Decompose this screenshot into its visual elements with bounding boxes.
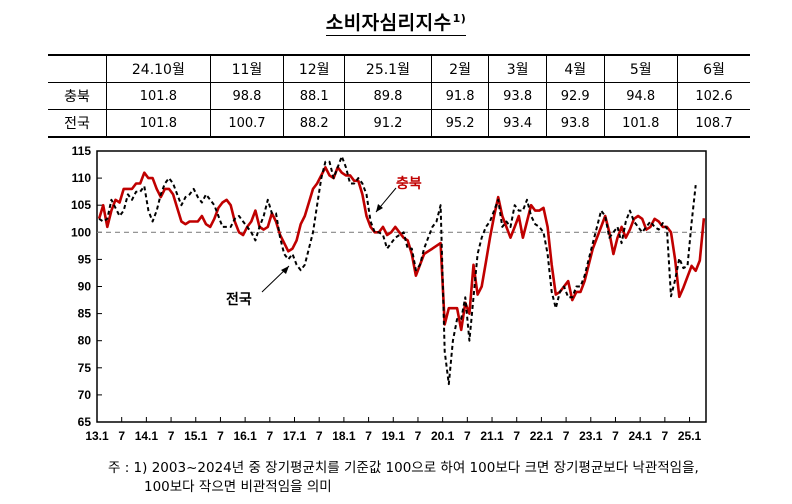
table-cell: 95.2	[430, 109, 490, 138]
x-tick-label: 7	[464, 429, 471, 443]
table-cell: 89.8	[344, 82, 432, 110]
annotation-chungbuk-label: 충북	[396, 176, 422, 192]
table-cell: 92.9	[545, 82, 605, 110]
x-tick-label: 7	[316, 429, 323, 443]
title-footnote-mark: 1)	[452, 11, 467, 25]
chart-title: 소비자심리지수1)	[0, 8, 792, 36]
table-cell: 101.8	[106, 109, 211, 138]
x-tick-label: 7	[662, 429, 669, 443]
table-cell: 93.4	[488, 109, 547, 138]
chart-title-text: 소비자심리지수1)	[325, 11, 467, 36]
x-tick-label: 7	[563, 429, 570, 443]
table-header-cell: 6월	[676, 54, 750, 83]
table-cell: 91.2	[344, 109, 432, 138]
series-chungbuk-line	[97, 165, 706, 332]
x-tick-label: 7	[415, 429, 422, 443]
table-cell: 88.2	[283, 109, 346, 138]
y-tick-label: 100	[71, 225, 91, 239]
table-row-label: 충북	[48, 82, 107, 110]
table-header-cell: 24.10월	[106, 54, 211, 83]
table-cell: 101.8	[603, 109, 678, 138]
x-tick-label: 7	[266, 429, 273, 443]
x-tick-label: 18.1	[332, 429, 356, 443]
y-tick-label: 105	[71, 198, 91, 212]
table-cell: 88.1	[283, 82, 346, 110]
x-tick-label: 7	[217, 429, 224, 443]
x-tick-label: 7	[612, 429, 619, 443]
footnote-prefix: 주 : 1)	[108, 460, 148, 476]
table-header-cell: 4월	[545, 54, 605, 83]
x-tick-label: 7	[168, 429, 175, 443]
footnote: 주 : 1) 2003~2024년 중 장기평균치를 기준값 100으로 하여 …	[108, 459, 699, 497]
table-header-cell: 3월	[488, 54, 547, 83]
table-header-row: 24.10월 11월 12월 25.1월 2월 3월 4월 5월 6월	[48, 54, 750, 83]
x-tick-label: 24.1	[628, 429, 652, 443]
footnote-text-2: 100보다 작으면 비관적임을 의미	[144, 479, 332, 495]
table-header-cell: 5월	[603, 54, 678, 83]
series-national-line	[98, 155, 697, 386]
y-tick-label: 90	[78, 280, 92, 294]
table-row-label: 전국	[48, 109, 107, 138]
x-tick-label: 22.1	[530, 429, 554, 443]
footnote-line-2: 100보다 작으면 비관적임을 의미	[108, 478, 699, 497]
x-tick-label: 14.1	[135, 429, 159, 443]
table-cell: 94.8	[603, 82, 678, 110]
table-cell: 98.8	[209, 82, 285, 110]
x-tick-label: 20.1	[431, 429, 455, 443]
y-tick-label: 95	[78, 252, 92, 266]
annotation-national-arrowhead	[281, 266, 289, 274]
x-tick-label: 23.1	[579, 429, 603, 443]
footnote-line-1: 주 : 1) 2003~2024년 중 장기평균치를 기준값 100으로 하여 …	[108, 459, 699, 478]
y-tick-label: 75	[78, 361, 92, 375]
x-tick-label: 7	[513, 429, 520, 443]
y-tick-label: 115	[72, 144, 92, 158]
y-tick-label: 85	[78, 307, 92, 321]
table-header-cell: 11월	[209, 54, 285, 83]
x-tick-label: 7	[365, 429, 372, 443]
y-tick-label: 65	[78, 415, 92, 429]
y-tick-label: 110	[72, 171, 92, 185]
table-cell: 93.8	[545, 109, 605, 138]
annotation-chungbuk-arrowhead	[376, 204, 383, 212]
x-tick-label: 21.1	[480, 429, 504, 443]
x-tick-label: 19.1	[382, 429, 406, 443]
plot-frame	[96, 150, 707, 423]
table-row-national: 전국 101.8 100.7 88.2 91.2 95.2 93.4 93.8 …	[48, 109, 750, 138]
table-cell: 100.7	[209, 109, 285, 138]
x-tick-label: 15.1	[184, 429, 208, 443]
table-header-cell: 2월	[430, 54, 490, 83]
x-tick-label: 7	[118, 429, 125, 443]
table-cell: 101.8	[106, 82, 211, 110]
table-cell: 93.8	[488, 82, 547, 110]
x-tick-label: 17.1	[283, 429, 307, 443]
summary-table: 24.10월 11월 12월 25.1월 2월 3월 4월 5월 6월 충북 1…	[48, 54, 750, 138]
y-tick-label: 70	[78, 388, 92, 402]
annotation-national-label: 전국	[226, 291, 252, 308]
y-tick-label: 80	[78, 334, 92, 348]
x-tick-label: 25.1	[678, 429, 702, 443]
title-text: 소비자심리지수	[325, 12, 452, 34]
table-cell: 91.8	[430, 82, 490, 110]
table-row-chungbuk: 충북 101.8 98.8 88.1 89.8 91.8 93.8 92.9 9…	[48, 82, 750, 110]
table-header-cell: 25.1월	[344, 54, 432, 83]
table-cell: 108.7	[676, 109, 750, 138]
table-header-cell: 12월	[283, 54, 346, 83]
x-tick-label: 13.1	[85, 429, 109, 443]
footnote-text-1: 2003~2024년 중 장기평균치를 기준값 100으로 하여 100보다 크…	[151, 460, 699, 476]
table-cell: 102.6	[676, 82, 750, 110]
line-chart: 65 70 75 80 85 90 95 100 105 110 115 13.1 7 14.1 7 15.1…	[71, 144, 707, 443]
table-header-cell	[48, 54, 107, 83]
x-tick-label: 16.1	[233, 429, 257, 443]
